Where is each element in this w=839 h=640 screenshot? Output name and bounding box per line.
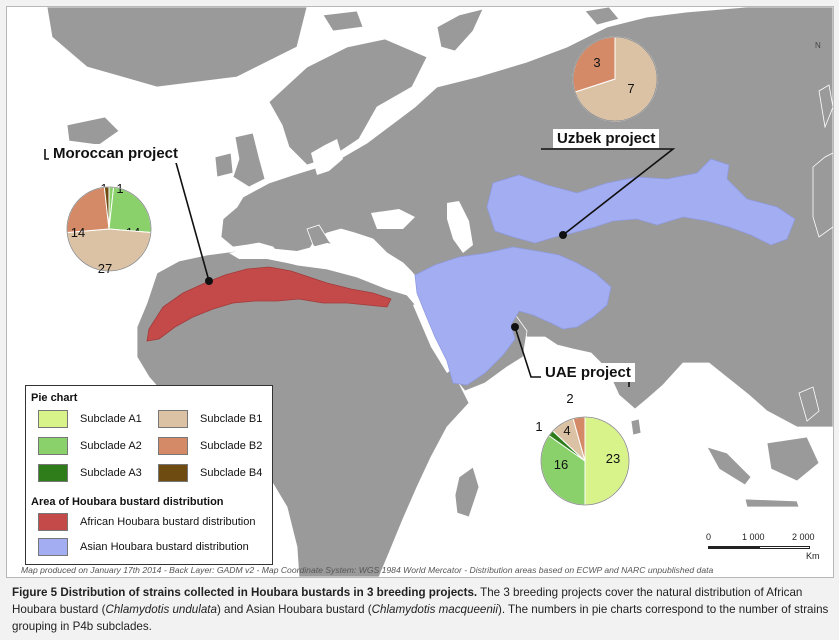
pie-uzbek-outline bbox=[572, 36, 658, 122]
legend-label-a1: Subclade A1 bbox=[80, 413, 142, 425]
legend-label-b4: Subclade B4 bbox=[200, 467, 263, 479]
scale-segment-1 bbox=[708, 546, 759, 549]
callout-dots bbox=[205, 231, 567, 331]
legend-swatch-a1 bbox=[38, 410, 68, 428]
legend-swatch-b1 bbox=[158, 410, 188, 428]
madagascar bbox=[454, 466, 480, 518]
scandinavia bbox=[268, 38, 428, 166]
scale-tick-0: 0 bbox=[706, 532, 712, 542]
legend: Pie chart Subclade A1 Subclade B1 Subcla… bbox=[25, 385, 273, 565]
legend-swatch-a2 bbox=[38, 437, 68, 455]
north-arrow: N bbox=[815, 41, 821, 50]
novaya-zemlya bbox=[436, 8, 484, 52]
pie-uzbek: 73 bbox=[572, 36, 658, 122]
pie-uae: 23 16 1 4 2 bbox=[535, 391, 630, 506]
moroccan-project-label: Moroccan project bbox=[49, 144, 183, 163]
pie-moroccan-value-label: 14 bbox=[71, 225, 85, 240]
scale-segment-2 bbox=[759, 546, 810, 549]
legend-label-asian: Asian Houbara bustard distribution bbox=[80, 541, 249, 553]
legend-label-a3: Subclade A3 bbox=[80, 467, 142, 479]
uzbek-leader bbox=[541, 148, 676, 236]
svalbard bbox=[322, 10, 364, 32]
philippines bbox=[798, 386, 820, 422]
pie-uae-value-label: 1 bbox=[535, 419, 542, 434]
legend-pie-title: Pie chart bbox=[31, 392, 78, 404]
caption-text-1: The 3 breeding projects cover the natura… bbox=[12, 586, 803, 616]
scale-tick-2000: 2 000 bbox=[792, 532, 815, 542]
scale-tick-1000: 1 000 bbox=[742, 532, 765, 542]
legend-label-b2: Subclade B2 bbox=[200, 440, 263, 452]
uzbek-project-label: Uzbek project bbox=[553, 129, 660, 148]
caption-text-2: ) and Asian Houbara bustard ( bbox=[216, 603, 372, 616]
legend-swatch-b2 bbox=[158, 437, 188, 455]
asian-distribution-southwest bbox=[414, 246, 612, 386]
uae-marker bbox=[511, 323, 519, 331]
pie-moroccan-outline bbox=[66, 186, 152, 272]
legend-swatch-a3 bbox=[38, 464, 68, 482]
legend-label-b1: Subclade B1 bbox=[200, 413, 263, 425]
pie-uae-outline bbox=[540, 416, 630, 506]
moroccan-marker bbox=[205, 277, 213, 285]
figure-caption: Figure 5 Distribution of strains collect… bbox=[12, 584, 830, 635]
great-britain bbox=[232, 132, 266, 188]
caption-species-asian: Chlamydotis macqueenii bbox=[371, 603, 498, 616]
legend-area-title: Area of Houbara bustard distribution bbox=[31, 496, 224, 508]
legend-label-a2: Subclade A2 bbox=[80, 440, 142, 452]
caspian-sea bbox=[447, 201, 473, 253]
pie-uzbek-value-label: 3 bbox=[593, 55, 600, 70]
asian-distribution bbox=[414, 158, 796, 386]
map-credit: Map produced on January 17th 2014 - Back… bbox=[21, 565, 714, 575]
severnaya-zemlya bbox=[584, 7, 620, 26]
bay-of-bengal bbox=[647, 371, 697, 411]
uae-project-label: UAE project bbox=[541, 363, 635, 382]
japan bbox=[812, 152, 833, 238]
african-distribution bbox=[146, 266, 392, 342]
iceland bbox=[66, 116, 120, 146]
borneo bbox=[766, 436, 820, 482]
sumatra bbox=[706, 446, 752, 486]
caption-text-3: ). The numbers in pie charts correspond … bbox=[12, 603, 829, 633]
pie-uae-value-label: 16 bbox=[554, 457, 568, 472]
caption-species-african: Chlamydotis undulata bbox=[105, 603, 217, 616]
pie-moroccan-value-label: 27 bbox=[98, 261, 112, 276]
caption-title: Figure 5 Distribution of strains collect… bbox=[12, 586, 478, 599]
pie-uae-value-label: 2 bbox=[566, 391, 573, 406]
java bbox=[744, 498, 800, 508]
inland-water bbox=[229, 139, 697, 411]
ireland bbox=[214, 152, 234, 178]
legend-swatch-asian bbox=[38, 538, 68, 556]
pie-uae-value-label: 4 bbox=[563, 423, 570, 438]
mediterranean-sea bbox=[229, 243, 405, 289]
sri-lanka bbox=[630, 418, 642, 436]
legend-swatch-b4 bbox=[158, 464, 188, 482]
scale-unit: Km bbox=[806, 551, 820, 561]
pie-uae-value-label: 23 bbox=[606, 451, 620, 466]
red-sea bbox=[413, 301, 453, 373]
scale-bar: 0 1 000 2 000 Km bbox=[706, 532, 826, 562]
baltic-sea bbox=[311, 139, 343, 175]
legend-swatch-african bbox=[38, 513, 68, 531]
pie-uzbek-value-label: 7 bbox=[627, 81, 634, 96]
pie-moroccan: 11427141 bbox=[66, 181, 152, 276]
greenland bbox=[46, 7, 308, 88]
sakhalin bbox=[818, 84, 833, 129]
black-sea bbox=[371, 209, 415, 229]
legend-label-african: African Houbara bustard distribution bbox=[80, 516, 256, 528]
uzbek-marker bbox=[559, 231, 567, 239]
